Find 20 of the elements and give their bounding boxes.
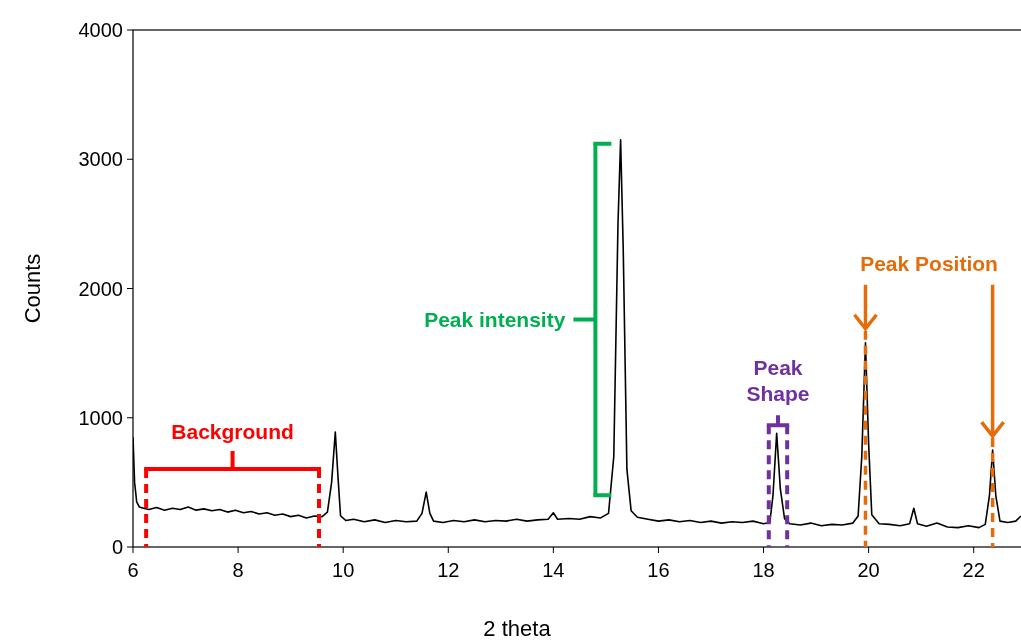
x-tick-label: 8	[232, 559, 244, 581]
y-tick-label: 1000	[78, 406, 123, 429]
y-tick-label: 0	[111, 536, 123, 558]
y-axis-title: Counts	[20, 253, 45, 324]
ref-line-label: Peak Position	[860, 251, 998, 275]
ref-line-label: Peak Shape	[746, 356, 810, 406]
x-tick-label: 14	[542, 559, 565, 581]
x-tick-label: 10	[332, 559, 355, 581]
x-tick-label: 18	[752, 559, 775, 581]
x-tick-label: 6	[127, 559, 139, 581]
x-tick-label: 22	[962, 559, 985, 581]
x-tick-label: 16	[647, 559, 670, 581]
y-tick-label: 4000	[78, 19, 123, 41]
x-tick-label: 12	[437, 559, 460, 581]
y-tick-label: 3000	[78, 148, 123, 171]
x-axis-title: 2 theta	[483, 616, 552, 641]
ref-line-label: Background	[171, 419, 294, 443]
ref-line-label: Peak intensity	[424, 307, 566, 331]
x-tick-label: 20	[857, 559, 880, 581]
y-tick-label: 2000	[78, 277, 123, 300]
